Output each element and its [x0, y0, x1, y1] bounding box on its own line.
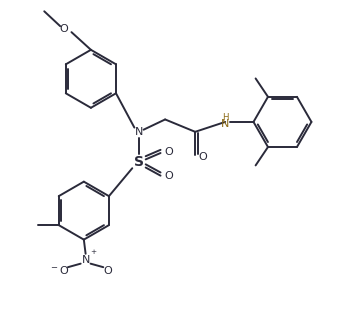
- Text: O: O: [103, 267, 112, 276]
- Text: N: N: [135, 127, 143, 137]
- Text: +: +: [90, 249, 97, 255]
- Text: N: N: [81, 255, 90, 265]
- Text: S: S: [133, 155, 144, 169]
- Text: O: O: [59, 267, 68, 276]
- Text: O: O: [164, 171, 173, 181]
- Text: H: H: [222, 113, 229, 122]
- Text: N: N: [221, 119, 229, 129]
- Text: O: O: [59, 24, 68, 34]
- Text: −: −: [50, 263, 57, 272]
- Text: O: O: [198, 151, 207, 161]
- Text: O: O: [164, 146, 173, 157]
